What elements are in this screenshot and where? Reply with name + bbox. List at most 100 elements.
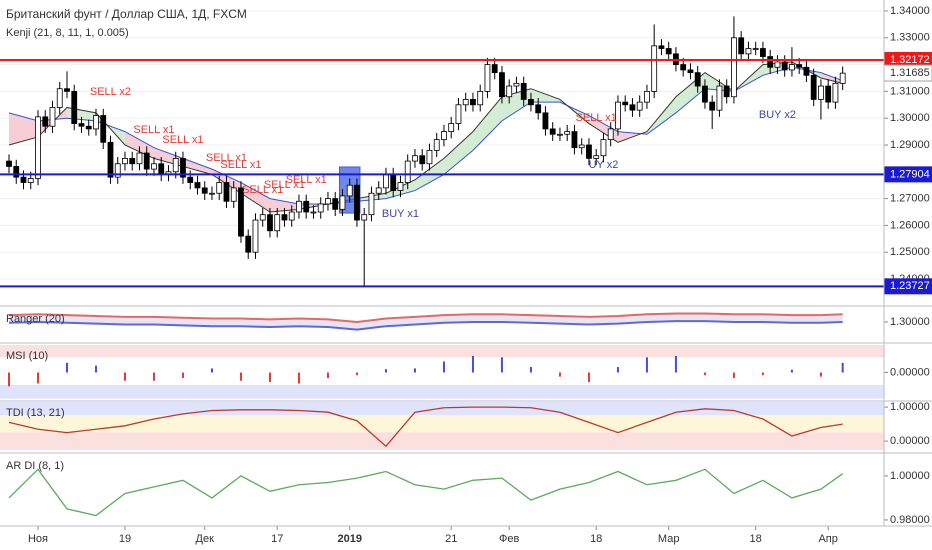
candle-body (194, 182, 201, 189)
histogram-bar (703, 372, 706, 376)
histogram-bar (7, 372, 10, 387)
x-tick-label: Фев (499, 533, 519, 545)
candle-body (35, 116, 41, 179)
candle-body (557, 133, 563, 136)
signal-label: UY x2 (589, 159, 619, 171)
candle-body (789, 64, 795, 71)
candle-body (143, 152, 150, 170)
x-tick-label: 17 (271, 533, 283, 545)
candle-body (274, 214, 281, 232)
candle-body (760, 48, 766, 57)
x-tick-label: Ноя (28, 533, 48, 545)
histogram-bar (616, 367, 619, 373)
candle-body (238, 187, 244, 237)
candle-body (513, 82, 520, 87)
candle-body (317, 203, 324, 213)
signal-label: SELL x1 (286, 174, 327, 186)
candle-body (629, 104, 636, 111)
candle-body (412, 155, 418, 162)
signal-label: SELL x1 (242, 184, 283, 196)
candle-body (803, 66, 810, 76)
candle-body (694, 72, 701, 87)
candle-body (404, 160, 411, 183)
band (0, 345, 884, 358)
candle-body (781, 61, 788, 71)
histogram-bar (65, 362, 68, 373)
candle-body (346, 184, 353, 197)
candle-body (658, 45, 665, 49)
candle-body (731, 37, 737, 98)
symbol-title: Британский фунт / Доллар США, 1Д, FXCM (6, 7, 247, 21)
price-tag (884, 166, 932, 183)
price-tag-label: 1.27904 (890, 168, 930, 180)
candle-body (745, 48, 752, 55)
pane-title: MSI (10) (6, 350, 48, 362)
candle-body (71, 90, 78, 124)
candle-body (64, 88, 70, 92)
candle-body (810, 74, 817, 100)
candle-body (470, 99, 476, 106)
price-tag-label: 1.23727 (890, 280, 930, 292)
candle-body (100, 115, 107, 143)
histogram-bar (123, 372, 126, 381)
histogram-bar (181, 372, 184, 378)
candle-body (27, 178, 34, 183)
y-tick-label: 1.33000 (890, 32, 930, 44)
candle-body (448, 123, 455, 132)
signal-label: BUY x1 (382, 208, 419, 220)
candle-body (6, 160, 12, 167)
candle-body (85, 125, 92, 130)
candle-body (665, 48, 672, 55)
candle-body (818, 85, 824, 100)
y-tick-label: 1.29000 (890, 139, 930, 151)
candle-body (13, 166, 20, 178)
candle-body (354, 184, 360, 221)
candle-body (390, 174, 397, 191)
candle-body (433, 139, 440, 151)
candle-body (310, 211, 317, 214)
x-tick-label: Дек (196, 533, 215, 545)
x-tick-label: 19 (119, 533, 131, 545)
histogram-bar (239, 372, 242, 381)
candle-body (20, 176, 27, 183)
candle-body (825, 85, 832, 103)
candle-body (209, 192, 215, 195)
signal-label: SELL x1 (206, 152, 247, 164)
band-upper (8, 312, 843, 323)
candle-body (361, 214, 368, 221)
y-tick-label: 0.98000 (890, 514, 930, 526)
candle-body (136, 152, 143, 165)
price-tag (884, 51, 932, 68)
candle-body (796, 64, 803, 68)
candle-body (158, 163, 165, 175)
candle-body (738, 37, 745, 55)
histogram-bar (36, 372, 39, 384)
y-tick-label: 1.30000 (890, 112, 930, 124)
candle-body (484, 64, 491, 92)
candle-body (332, 198, 339, 210)
candle-body (42, 116, 49, 127)
candle-body (709, 101, 716, 111)
candle-body (767, 56, 774, 68)
candle-body (455, 104, 462, 124)
candle-body (687, 69, 694, 74)
histogram-bar (326, 372, 329, 378)
candle-body (622, 101, 629, 106)
candle-body (586, 144, 592, 159)
candle-body (644, 90, 650, 103)
y-tick-label: 1.27000 (890, 193, 930, 205)
candle-body (397, 182, 404, 191)
candle-body (499, 72, 505, 98)
histogram-bar (732, 372, 735, 378)
signal-label: SELL x1 (264, 179, 305, 191)
candle-body (107, 141, 114, 178)
histogram-bar (268, 372, 271, 383)
signal-label: BUY x2 (759, 109, 796, 121)
kenji-fill (820, 72, 843, 84)
kenji-fill (182, 158, 212, 175)
histogram-bar (529, 367, 532, 373)
candle-body (252, 219, 259, 253)
candle-body (180, 157, 186, 178)
x-tick-label: Апр (818, 533, 837, 545)
